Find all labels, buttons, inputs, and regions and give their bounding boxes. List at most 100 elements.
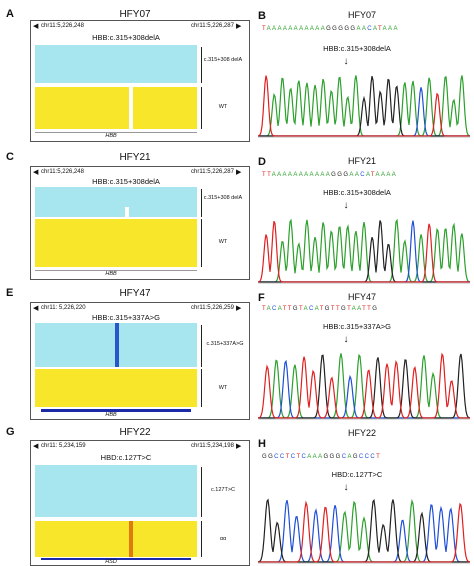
chromatogram-f: F HFY47 TACATTGTACATGTTGTAATTG HBB:c.315… [252,288,474,422]
sequence-track [35,270,197,271]
coord-left: chr11:5,226,248 [41,169,84,175]
gene-name: HSD [105,559,117,565]
right-pointer-icon: ▶ [236,169,242,176]
panel-letter: D [258,156,266,168]
upper-bracket [201,47,202,83]
chromatogram-trace [258,218,470,284]
chromatogram-d: D HFY21 TTAAAAAAAAAAAGGGAACATAAAA HBB:c.… [252,146,474,286]
reads-block [35,219,197,267]
sample-name: HFY21 [347,156,376,166]
lower-bracket [201,369,202,407]
coverage-track [35,187,197,217]
panel-letter: C [6,151,14,163]
trace-C [258,499,470,563]
sample-name: HFY07 [347,10,376,20]
lower-label: αα [219,536,227,542]
sample-name: HFY07 [119,9,151,20]
reads-gap [125,207,129,219]
upper-bracket [201,467,202,517]
lower-label: WT [218,385,228,391]
coord-right: chr11:5,234,198 [191,443,234,449]
variant-bar [129,521,133,557]
trace-T [258,352,470,419]
panel-e: E HFY47 ◀ ▶ chr11: 5,226,220 chr11:5,226… [0,284,250,420]
base-calls: TAAAAAAAAAAAGGGGGAACATAAA [262,26,399,32]
left-pointer-icon: ◀ [33,23,39,30]
panel-letter: B [258,10,266,22]
panel-letter: A [6,8,14,20]
gene-name: HBB [105,271,117,277]
upper-label: c.315+308 delA [203,195,243,201]
sample-name: HFY47 [347,292,376,302]
down-arrow-icon: ↓ [343,334,349,345]
sample-name: HFY21 [119,152,151,163]
mutation-label: HBB:c.315+308delA [92,177,160,186]
igv-view: ◀ ▶ chr11: 5,234,159 chr11:5,234,198 HBD… [30,440,250,566]
chromatogram-trace [258,352,470,420]
trace-G [258,75,470,137]
reads-block [35,369,197,407]
trace-T [258,220,470,283]
mutation-label: HBB:c.315+308delA [92,33,160,42]
gene-track [41,409,191,412]
igv-view: ◀ ▶ chr11:5,226,248 chr11:5,226,287 HBB:… [30,166,250,280]
upper-label: c.127T>C [211,487,235,493]
lower-bracket [201,521,202,557]
upper-label: c.315+337A>G [206,341,244,347]
sample-name: HFY47 [119,288,151,299]
mutation-label: HBB:c.315+308delA [323,44,391,53]
lower-label: WT [218,239,228,245]
trace-A [258,75,470,137]
panel-letter: H [258,438,266,450]
lower-bracket [201,219,202,267]
panel-letter: F [258,292,265,304]
trace-A [258,218,470,283]
down-arrow-icon: ↓ [343,200,349,211]
chromatogram-trace [258,498,470,564]
trace-T [258,500,470,563]
reads-right [133,87,197,129]
gene-track [41,558,191,560]
coord-left: chr11:5,226,248 [41,23,84,29]
right-pointer-icon: ▶ [236,23,242,30]
coord-right: chr11:5,226,287 [191,23,234,29]
variant-bar [115,323,119,367]
mutation-label: HBB:c.315+308delA [323,188,391,197]
trace-T [258,75,470,137]
chromatogram-b: B HFY07 TAAAAAAAAAAAGGGGGAACATAAA HBB:c.… [252,0,474,140]
base-calls: GGCCTCTCAAAGGGCAGCCCT [262,454,382,460]
down-arrow-icon: ↓ [343,482,349,493]
panel-c: C HFY21 ◀ ▶ chr11:5,226,248 chr11:5,226,… [0,146,250,280]
mutation-label: HBB:c.315+337A>G [92,313,160,322]
upper-label: c.315+308 delA [203,57,243,63]
panel-a: A HFY07 ◀ ▶ chr11:5,226,248 chr11:5,226,… [0,0,250,142]
chromatogram-h: H HFY22 GGCCTCTCAAAGGGCAGCCCT HBD:c.127T… [252,424,474,566]
left-pointer-icon: ◀ [33,305,39,312]
right-pointer-icon: ▶ [236,305,242,312]
sample-name: HFY22 [119,427,151,438]
coord-left: chr11: 5,234,159 [41,443,86,449]
mutation-label: HBD:c.127T>C [331,470,383,479]
coverage-track [35,465,197,517]
mutation-label: HBB:c.315+337A>G [323,322,391,331]
igv-view: ◀ ▶ chr11: 5,226,220 chr11:5,226,259 HBB… [30,302,250,420]
down-arrow-icon: ↓ [343,56,349,67]
lower-bracket [201,87,202,129]
reads-block [35,521,197,557]
panel-g: G HFY22 ◀ ▶ chr11: 5,234,159 chr11:5,234… [0,424,250,566]
coord-right: chr11:5,226,259 [191,305,234,311]
base-calls: TACATTGTACATGTTGTAATTG [262,306,379,312]
coord-left: chr11: 5,226,220 [41,305,86,311]
sequence-track [35,132,197,133]
left-pointer-icon: ◀ [33,169,39,176]
coverage-track [35,45,197,83]
sample-name: HFY22 [347,428,376,438]
reads-left [35,87,129,129]
gene-name: HBB [105,412,117,418]
igv-view: ◀ ▶ chr11:5,226,248 chr11:5,226,287 HBB:… [30,20,250,142]
mutation-label: HBD:c.127T>C [100,453,152,462]
upper-bracket [201,189,202,217]
panel-letter: E [6,287,14,299]
coord-right: chr11:5,226,287 [191,169,234,175]
right-pointer-icon: ▶ [236,443,242,450]
